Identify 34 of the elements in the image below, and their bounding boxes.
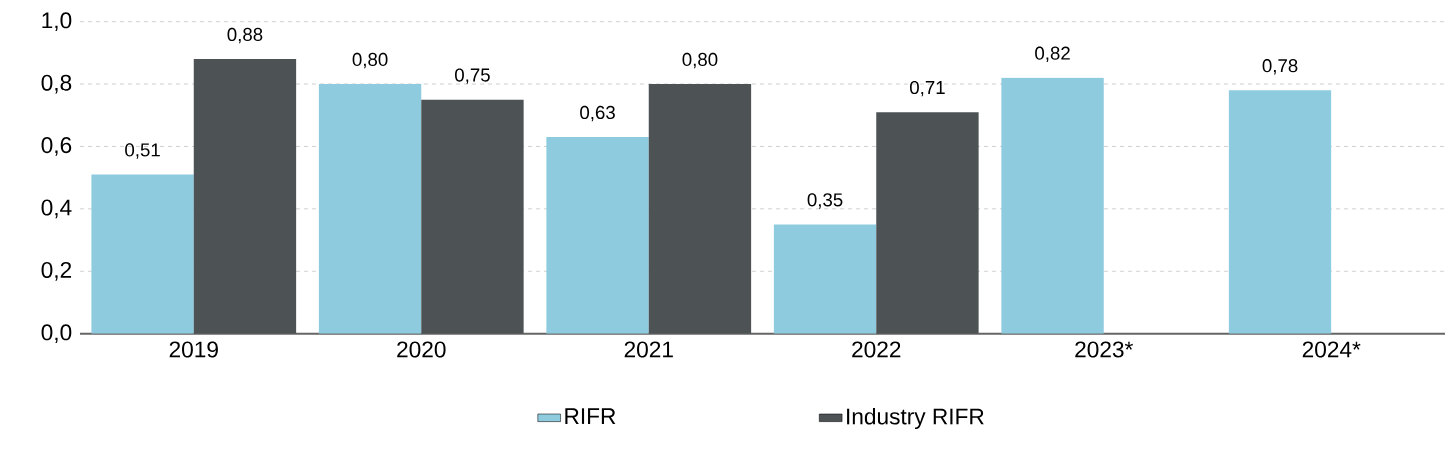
y-tick-label: 0,8 — [41, 74, 72, 94]
data-label: 0,80 — [352, 52, 388, 69]
data-label: 0,88 — [227, 27, 263, 44]
data-label: 0,82 — [1035, 46, 1070, 62]
data-label: 0,80 — [682, 52, 718, 69]
data-label: 0,75 — [455, 68, 490, 84]
data-label: 0,51 — [125, 143, 160, 159]
data-label: 0,71 — [910, 80, 945, 97]
bar — [876, 112, 979, 334]
bar — [193, 59, 297, 334]
y-tick-label: 0,4 — [41, 199, 72, 219]
x-tick-label: 2024* — [1302, 341, 1361, 358]
bar — [546, 137, 649, 334]
bar — [773, 224, 877, 334]
legend-label: Industry RIFR — [847, 407, 984, 430]
y-tick-label: 0,0 — [41, 324, 72, 344]
y-tick-label: 1,0 — [42, 12, 72, 32]
x-tick-label: 2021 — [624, 341, 673, 358]
bar — [1001, 77, 1104, 334]
bar — [1228, 90, 1332, 334]
y-tick-label: 0,2 — [41, 261, 72, 281]
data-label: 0,63 — [580, 105, 615, 122]
bar — [648, 84, 752, 334]
bar — [91, 174, 194, 334]
y-tick-label: 0,6 — [41, 137, 72, 156]
x-tick-label: 2019 — [169, 341, 218, 358]
x-tick-label: 2022 — [852, 341, 901, 358]
x-tick-label: 2023* — [1075, 341, 1133, 358]
legend-label: RIFR — [565, 408, 616, 424]
bar — [318, 84, 422, 334]
x-tick-label: 2020 — [397, 341, 446, 358]
bar — [421, 99, 524, 334]
data-label: 0,78 — [1262, 59, 1298, 75]
data-label: 0,35 — [807, 193, 843, 209]
